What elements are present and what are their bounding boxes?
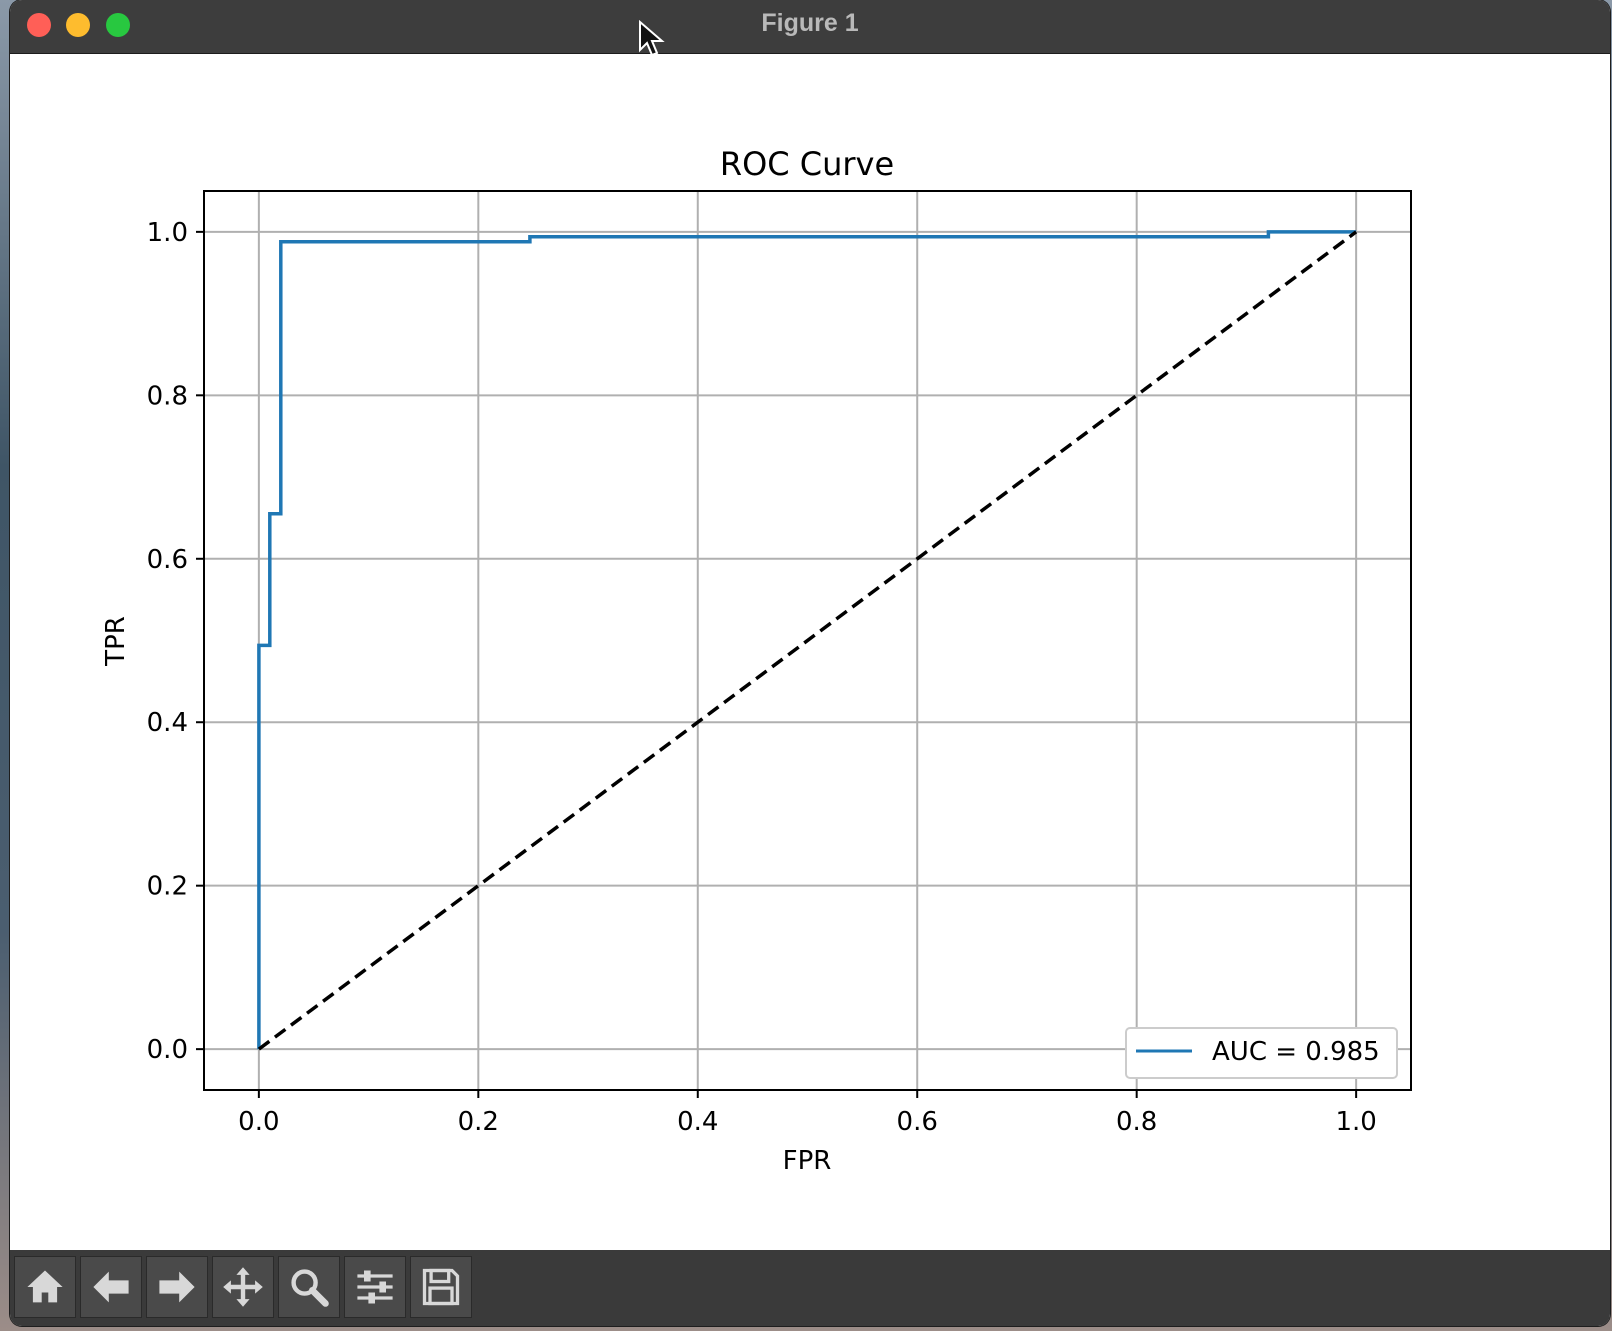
axis-ticks: 0.0 0.2 0.4 0.6 0.8 1.0 0.0 0.2 0.4 0.6 0.8 1.0 bbox=[147, 218, 1377, 1137]
grid-lines bbox=[204, 191, 1411, 1090]
legend-label: AUC = 0.985 bbox=[1212, 1037, 1380, 1067]
floppy-disk-icon bbox=[422, 1268, 460, 1306]
y-tick-label: 0.4 bbox=[147, 708, 188, 738]
zoom-button[interactable] bbox=[278, 1256, 340, 1318]
chance-diagonal-line bbox=[257, 230, 1358, 1051]
plot-frame bbox=[203, 190, 1412, 1091]
x-tick-label: 0.0 bbox=[238, 1107, 279, 1137]
navigation-toolbar bbox=[10, 1250, 1610, 1326]
x-tick-label: 0.4 bbox=[677, 1107, 718, 1137]
save-button[interactable] bbox=[410, 1256, 472, 1318]
arrow-left-icon bbox=[93, 1271, 129, 1303]
home-icon bbox=[27, 1270, 63, 1303]
figure-window: Figure 1 ROC Curve 0.0 0.2 0.4 0.6 0.8 1.0 0.0… bbox=[10, 0, 1610, 1326]
pan-button[interactable] bbox=[212, 1256, 274, 1318]
configure-subplots-button[interactable] bbox=[344, 1256, 406, 1318]
minimize-window-button[interactable] bbox=[66, 13, 90, 37]
roc-curve-line bbox=[257, 230, 1357, 1050]
y-tick-label: 0.2 bbox=[147, 872, 188, 902]
legend-box bbox=[1125, 1027, 1398, 1079]
back-button[interactable] bbox=[80, 1256, 142, 1318]
y-axis-label: TPR bbox=[101, 616, 131, 667]
sliders-icon bbox=[357, 1270, 393, 1304]
title-bar[interactable]: Figure 1 bbox=[10, 0, 1610, 54]
y-tick-label: 0.8 bbox=[147, 381, 188, 411]
magnifier-icon bbox=[291, 1269, 329, 1307]
plot-lines bbox=[257, 230, 1358, 1051]
figure-canvas[interactable]: ROC Curve 0.0 0.2 0.4 0.6 0.8 1.0 0.0 0.2 0.4 0.6… bbox=[10, 54, 1610, 1250]
forward-button[interactable] bbox=[146, 1256, 208, 1318]
legend: AUC = 0.985 bbox=[1125, 1027, 1398, 1079]
y-tick-label: 0.6 bbox=[147, 545, 188, 575]
x-tick-label: 1.0 bbox=[1335, 1107, 1376, 1137]
close-window-button[interactable] bbox=[27, 13, 51, 37]
home-button[interactable] bbox=[14, 1256, 76, 1318]
x-tick-label: 0.6 bbox=[897, 1107, 938, 1137]
mouse-cursor-icon bbox=[639, 20, 665, 57]
move-icon bbox=[223, 1267, 263, 1307]
x-tick-label: 0.2 bbox=[458, 1107, 499, 1137]
y-tick-label: 0.0 bbox=[147, 1035, 188, 1065]
x-axis-label: FPR bbox=[783, 1146, 832, 1176]
roc-chart: ROC Curve 0.0 0.2 0.4 0.6 0.8 1.0 0.0 0.2 0.4 0.6… bbox=[101, 145, 1412, 1176]
y-tick-label: 1.0 bbox=[147, 218, 188, 248]
maximize-window-button[interactable] bbox=[106, 13, 130, 37]
x-tick-label: 0.8 bbox=[1116, 1107, 1157, 1137]
window-title: Figure 1 bbox=[761, 9, 859, 37]
chart-title: ROC Curve bbox=[720, 145, 894, 183]
arrow-right-icon bbox=[159, 1271, 195, 1303]
